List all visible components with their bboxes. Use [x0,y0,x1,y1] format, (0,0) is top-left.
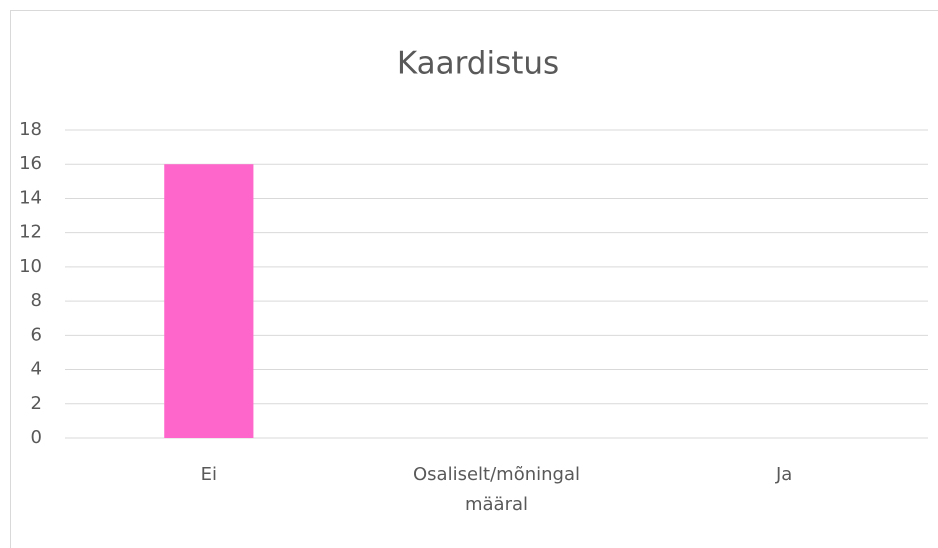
y-tick-label: 4 [31,359,42,380]
y-tick-label: 6 [31,324,42,345]
x-tick-label: Ja [775,464,793,485]
y-tick-label: 12 [19,222,42,243]
chart-title: Kaardistus [397,46,559,82]
bar [164,164,254,438]
y-tick-label: 16 [19,153,42,174]
y-tick-label: 8 [31,290,42,311]
y-tick-label: 2 [31,393,42,414]
x-tick-label: Osaliselt/mõningal määral [413,464,580,515]
y-tick-label: 18 [19,119,42,140]
y-tick-label: 14 [19,187,42,208]
x-tick-label: Ei [200,464,218,485]
y-tick-label: 0 [31,427,42,448]
y-tick-label: 10 [19,256,42,277]
